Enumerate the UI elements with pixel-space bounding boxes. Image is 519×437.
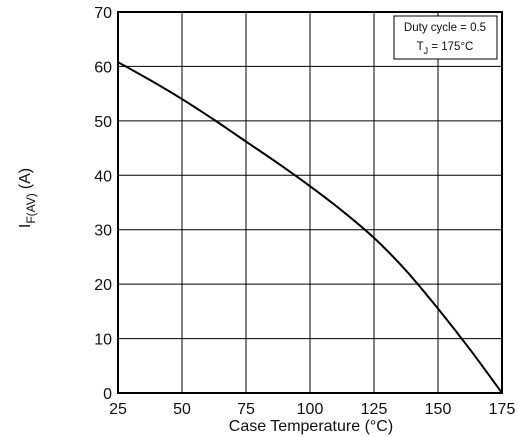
y-tick-label-70: 70 xyxy=(94,5,112,22)
y-tick-label-20: 20 xyxy=(94,277,112,294)
series-line-0 xyxy=(117,61,503,394)
series-layer xyxy=(117,61,503,394)
y-tick-label-30: 30 xyxy=(94,223,112,240)
x-axis-label: Case Temperature (°C) xyxy=(229,418,393,435)
y-axis-label-subscript: F(AV) xyxy=(24,193,38,223)
y-tick-labels: 0 10 20 30 40 50 60 70 xyxy=(94,5,112,403)
y-tick-label-40: 40 xyxy=(94,168,112,185)
legend-box xyxy=(393,15,498,60)
y-axis-label: IF(AV) (A) xyxy=(17,168,38,228)
y-tick-label-50: 50 xyxy=(94,114,112,131)
y-axis-label-unit: (A) xyxy=(17,168,34,189)
x-tick-label-50: 50 xyxy=(173,401,191,418)
x-tick-labels: 25 50 75 100 125 150 175 xyxy=(109,401,515,418)
x-tick-label-150: 150 xyxy=(425,401,452,418)
legend-line-duty-cycle: Duty cycle = 0.5 xyxy=(404,22,486,34)
grid xyxy=(118,12,502,393)
plot-frame xyxy=(117,11,503,394)
y-tick-label-0: 0 xyxy=(103,386,112,403)
legend: Duty cycle = 0.5 TJ = 175°C xyxy=(393,15,498,60)
legend-line-junction-temp: TJ = 175°C xyxy=(417,41,474,56)
x-tick-label-75: 75 xyxy=(237,401,255,418)
y-tick-label-60: 60 xyxy=(94,59,112,76)
x-tick-label-175: 175 xyxy=(489,401,516,418)
x-tick-label-25: 25 xyxy=(109,401,127,418)
x-tick-label-125: 125 xyxy=(361,401,388,418)
legend-tj-rest: = 175°C xyxy=(428,41,473,53)
y-tick-label-10: 10 xyxy=(94,332,112,349)
x-tick-label-100: 100 xyxy=(297,401,324,418)
legend-tj-main: T xyxy=(417,41,424,53)
y-axis-label-main: I xyxy=(17,224,34,228)
legend-tj-sub: J xyxy=(424,46,429,56)
